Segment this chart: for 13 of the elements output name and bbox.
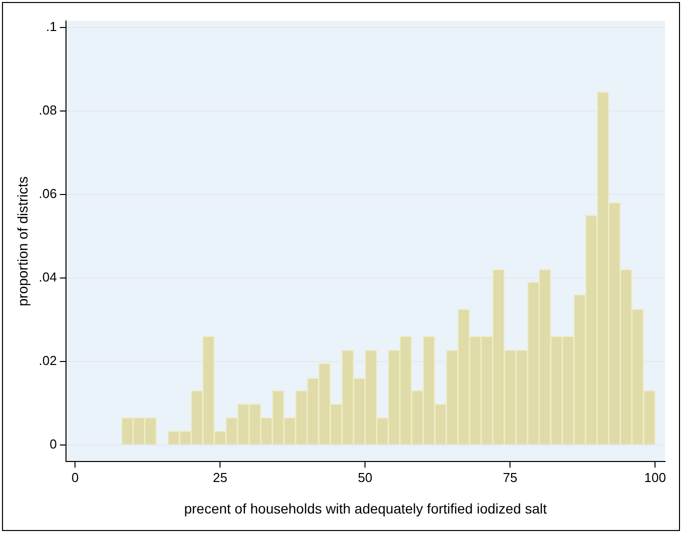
x-tick-label: 25 xyxy=(212,470,228,485)
y-tick-label: .02 xyxy=(38,352,57,368)
x-tick-label: 100 xyxy=(644,470,666,485)
x-tick-label: 0 xyxy=(72,470,79,485)
x-tick-label: 50 xyxy=(358,470,372,485)
y-tick-label: .1 xyxy=(46,18,57,34)
y-tick-label: .06 xyxy=(38,186,57,201)
y-tick-label: 0 xyxy=(50,436,57,452)
x-axis-title: precent of households with adequately fortified iodized salt xyxy=(184,500,547,516)
y-tick-label: .08 xyxy=(38,102,57,118)
y-tick-label: .04 xyxy=(38,269,57,284)
x-tick-label: 75 xyxy=(502,470,518,485)
y-axis-title: proportion of districts xyxy=(14,176,30,306)
